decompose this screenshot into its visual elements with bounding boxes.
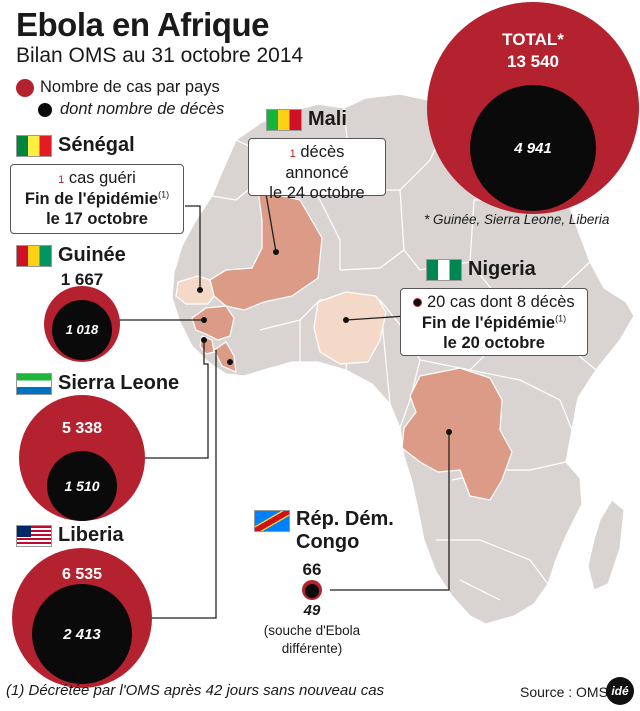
legend-deaths: dont nombre de décès — [38, 100, 224, 119]
guinee-flag-icon — [16, 244, 52, 267]
senegal-note-date: le 17 octobre — [46, 210, 148, 229]
liberia-cases-value: 6 535 — [61, 566, 103, 583]
senegal-heading: Sénégal — [16, 134, 135, 157]
nigeria-name: Nigeria — [468, 258, 536, 280]
nigeria-note-sup: (1) — [555, 313, 567, 324]
sierra-leone-deaths-value: 1 510 — [64, 478, 100, 494]
rdc-flag-icon — [254, 510, 290, 532]
total-label: TOTAL* — [502, 30, 564, 49]
rdc-deaths-dot — [305, 584, 319, 598]
mali-note-count: 1 — [289, 148, 296, 160]
leader-dots — [197, 249, 452, 435]
liberia-deaths-bubble — [32, 584, 132, 684]
mali-flag-icon — [266, 108, 302, 131]
guinee-region — [191, 305, 235, 341]
rdc-cases-value: 66 — [302, 560, 322, 579]
sierra-leone-cases-value: 5 338 — [61, 420, 103, 437]
mali-note-text: décès annoncé — [285, 143, 349, 182]
guinee-name: Guinée — [58, 244, 126, 266]
senegal-note-bold: Fin de l'épidémie — [24, 189, 159, 208]
sierra-leone-name: Sierra Leone — [58, 372, 180, 394]
footnote: (1) Décrétée par l'OMS après 42 jours sa… — [6, 682, 385, 699]
page-subtitle: Bilan OMS au 31 octobre 2014 — [16, 44, 304, 67]
liberia-deaths-value: 2 413 — [63, 626, 101, 643]
rdc-note-line1: (souche d'Ebola — [263, 623, 361, 638]
liberia-name: Liberia — [58, 524, 124, 546]
senegal-note-text: cas guéri — [68, 169, 136, 187]
liberia-flag-icon — [16, 524, 52, 547]
legend-cases-swatch — [16, 78, 34, 97]
total-deaths-value: 4 941 — [514, 140, 552, 157]
nigeria-note-box: 20 cas dont 8 décès Fin de l'épidémie(1)… — [400, 288, 588, 356]
rdc-deaths-value: 49 — [303, 602, 321, 619]
rdc-heading: Rép. Dém. Congo — [254, 508, 394, 554]
rdc-region — [401, 367, 513, 501]
legend-deaths-swatch — [38, 102, 52, 117]
publisher-logo-icon: idé — [606, 677, 634, 705]
sierra-leone-flag-icon — [16, 372, 52, 395]
guinee-deaths-value: 1 018 — [65, 322, 99, 337]
source: Source : OMS — [520, 684, 608, 700]
madagascar — [587, 499, 625, 591]
nigeria-region — [313, 291, 387, 365]
nigeria-note-date: le 20 octobre — [443, 334, 545, 353]
total-cases-value: 13 540 — [507, 52, 559, 71]
senegal-note-sup: (1) — [158, 189, 170, 200]
senegal-note-count: 1 — [58, 174, 65, 186]
page-title: Ebola en Afrique — [16, 6, 269, 43]
senegal-flag-icon — [16, 134, 52, 157]
rdc-name-line2: Congo — [296, 531, 360, 553]
legend-deaths-label: dont nombre de décès — [60, 100, 225, 118]
nigeria-note-bold: Fin de l'épidémie — [421, 313, 556, 332]
mali-note-date: le 24 octobre — [269, 184, 365, 203]
total-footnote: * Guinée, Sierra Leone, Liberia — [424, 212, 610, 227]
mali-name: Mali — [308, 108, 347, 130]
nigeria-note-dot — [413, 298, 423, 308]
senegal-name: Sénégal — [58, 134, 135, 156]
guinee-cases-value: 1 667 — [60, 270, 104, 289]
guinee-heading: Guinée — [16, 244, 126, 267]
nigeria-flag-icon — [426, 258, 462, 281]
rdc-note: (souche d'Ebola différente) — [246, 622, 378, 657]
total-deaths-bubble — [470, 85, 596, 211]
nigeria-heading: Nigeria — [426, 258, 536, 281]
guinee-deaths-bubble — [52, 300, 112, 360]
rdc-note-line2: différente) — [281, 640, 343, 656]
rdc-name-line1: Rép. Dém. — [296, 508, 394, 530]
sierra-leone-deaths-bubble — [47, 451, 117, 521]
mali-heading: Mali — [266, 108, 347, 131]
mali-note-box: 1 décès annoncé le 24 octobre — [248, 138, 386, 202]
sierra-leone-heading: Sierra Leone — [16, 372, 179, 395]
senegal-note-box: 1 cas guéri Fin de l'épidémie(1) le 17 o… — [10, 164, 184, 234]
liberia-heading: Liberia — [16, 524, 124, 547]
legend-cases: Nombre de cas par pays — [16, 78, 220, 97]
nigeria-note-text: 20 cas dont 8 décès — [426, 293, 575, 311]
legend-cases-label: Nombre de cas par pays — [40, 78, 220, 96]
